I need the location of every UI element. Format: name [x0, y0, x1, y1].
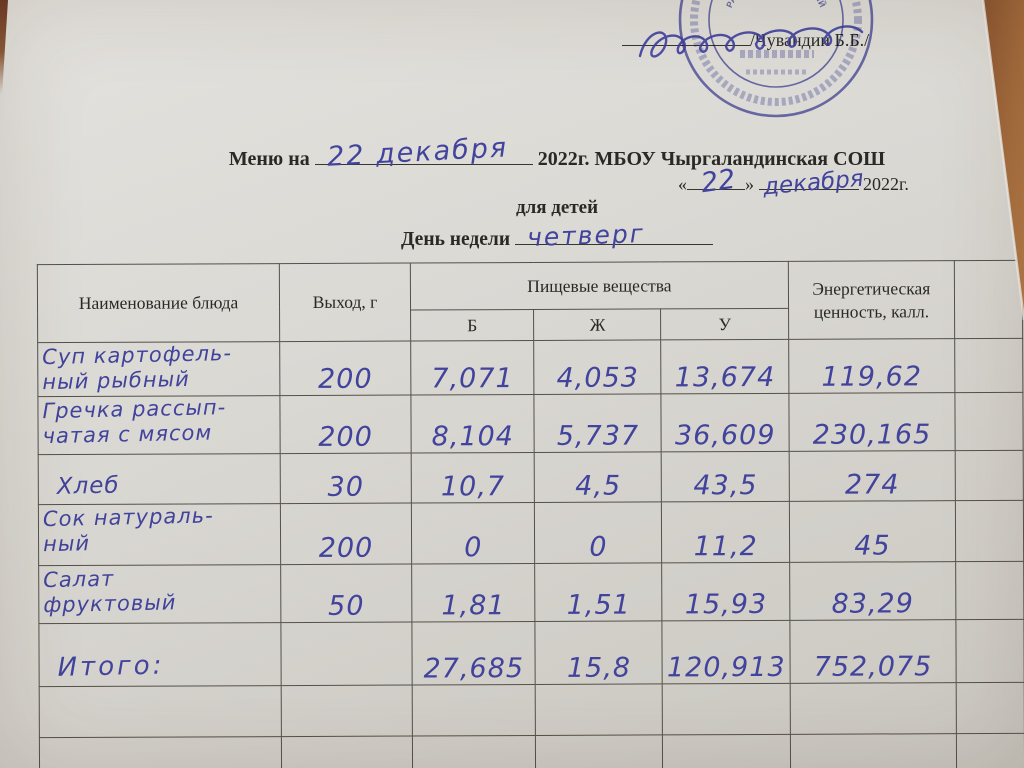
cell-carbs: 36,609 — [674, 419, 776, 452]
col-header-yield: Выход, г — [279, 263, 411, 342]
table-row: Гречка рассып-чатая с мясом 200 8,104 5,… — [37, 392, 1024, 455]
cell-protein: 8,104 — [431, 421, 515, 453]
approval-date-line: «22» декабря 2022г. — [678, 164, 909, 201]
year-printed: 2022г. — [863, 174, 909, 194]
table-row: Сок натураль-ный 200 0 0 11,2 45 — [38, 500, 1024, 566]
desk-edge-sliver — [0, 0, 8, 95]
dish-name: ный рыбный — [42, 367, 191, 395]
dish-name: ный — [42, 531, 91, 557]
weekday-label: День недели — [401, 229, 511, 250]
cell-carbs: 15,93 — [684, 588, 768, 621]
total-label: Итого: — [57, 650, 165, 683]
cell-kcal: 83,29 — [831, 588, 914, 620]
cell-protein: 7,071 — [431, 363, 514, 395]
cell-kcal: 119,62 — [821, 361, 923, 393]
cell-fat: 1,51 — [566, 589, 631, 621]
cell-carbs: 120,913 — [666, 651, 786, 684]
cell-kcal: 45 — [854, 530, 891, 562]
menu-title: Меню на 22 декабря 2022г. МБОУ Чыргаланд… — [90, 132, 1024, 173]
table-row-empty — [39, 733, 1024, 768]
desk-corner — [981, 0, 1024, 321]
menu-date-handwritten: 22 декабря — [326, 132, 509, 173]
cell-yield: 200 — [318, 532, 374, 564]
cell-kcal: 752,075 — [813, 651, 933, 683]
table-header-row: Наименование блюда Выход, г Пищевые веще… — [37, 260, 1023, 343]
table-row-empty — [39, 682, 1024, 738]
table-row: Суп картофель-ный рыбный 200 7,071 4,053… — [37, 338, 1023, 397]
cell-yield: 200 — [317, 363, 373, 395]
menu-title-suffix: 2022г. МБОУ Чыргаландинская СОШ — [537, 148, 886, 170]
menu-table: Наименование блюда Выход, г Пищевые веще… — [37, 260, 1024, 768]
quote-close: » — [745, 174, 754, 194]
cell-protein: 1,81 — [441, 590, 506, 622]
approver-name: /Чувандии Б.Б./ — [750, 30, 870, 50]
cell-kcal: 230,165 — [812, 419, 932, 451]
cell-fat: 4,5 — [575, 470, 622, 502]
col-header-nutrients: Пищевые вещества — [410, 261, 789, 311]
dish-name: фруктовый — [43, 590, 177, 618]
official-stamp: МУНИЦИПАЛЬНОГО РАЙОНА «ТЕС-ХЕМСКИЙ — [678, 0, 874, 118]
menu-title-prefix: Меню на — [228, 148, 310, 170]
table-row-total: Итого: 27,685 15,8 120,913 752,075 — [38, 619, 1024, 687]
cell-yield: 30 — [327, 471, 365, 503]
col-header-dish: Наименование блюда — [37, 263, 280, 343]
cell-yield: 200 — [318, 421, 373, 453]
cell-carbs: 13,674 — [674, 361, 776, 394]
cell-protein: 0 — [464, 532, 483, 564]
dish-name: чатая с мясом — [42, 420, 213, 449]
table-row: Салат фруктовый 50 1,81 1,51 15,93 83,29 — [38, 561, 1024, 624]
weekday-handwritten: четверг — [526, 218, 646, 253]
stamp-ring-text-blur — [690, 0, 862, 106]
cell-kcal: 274 — [844, 469, 900, 501]
svg-text:РАЙОНА «ТЕС-ХЕМСКИЙ: РАЙОНА «ТЕС-ХЕМСКИЙ — [724, 0, 829, 9]
cell-fat: 4,053 — [556, 362, 639, 394]
cell-fat: 5,737 — [556, 420, 640, 452]
cell-carbs: 43,5 — [693, 470, 758, 502]
quote-open: « — [678, 174, 687, 194]
col-header-energy: Энергетическая ценность, калл. — [788, 260, 955, 340]
weekday-blank-line: четверг — [514, 219, 713, 252]
cell-carbs: 11,2 — [693, 531, 758, 563]
cell-protein: 10,7 — [440, 471, 506, 503]
cell-fat: 15,8 — [566, 652, 632, 684]
col-header-protein: Б — [410, 309, 535, 342]
weekday-line: День недели четверг — [90, 219, 1024, 252]
col-header-carbs: У — [660, 308, 789, 340]
month-blank-line: декабря — [758, 166, 864, 200]
cell-yield: 50 — [328, 590, 365, 622]
menu-subtitle: для детей — [515, 197, 599, 218]
cell-protein: 27,685 — [423, 653, 525, 685]
dish-name: Хлеб — [56, 472, 120, 501]
signature-scribble — [638, 25, 864, 58]
menu-date-blank-line: 22 декабря — [314, 132, 533, 173]
day-blank-line: 22 — [687, 164, 745, 199]
col-header-fat: Ж — [534, 308, 662, 341]
table-row: Хлеб 30 10,7 4,5 43,5 274 — [38, 450, 1024, 505]
cell-fat: 0 — [589, 531, 608, 563]
stamp-arc-bottom-text: РАЙОНА «ТЕС-ХЕМСКИЙ — [724, 0, 828, 9]
